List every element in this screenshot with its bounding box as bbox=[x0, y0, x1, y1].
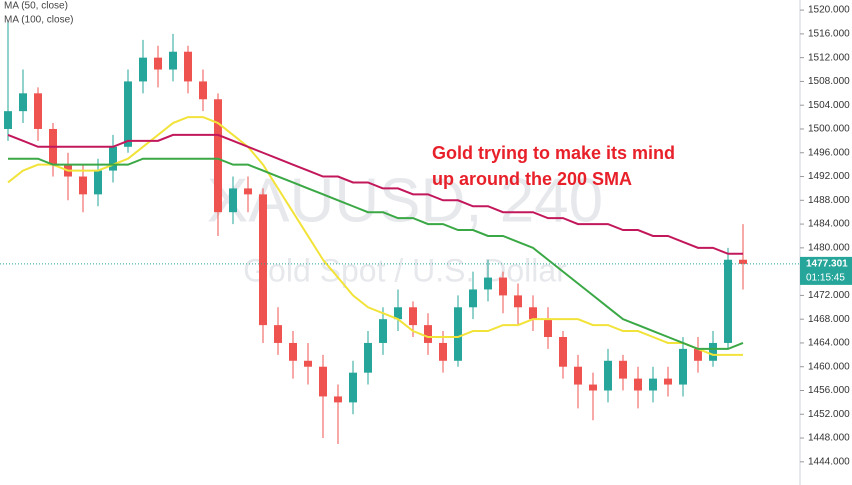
annotation: up around the 200 SMA bbox=[432, 169, 632, 189]
candle-body bbox=[139, 57, 147, 82]
candle-body bbox=[184, 51, 192, 82]
candle-body bbox=[574, 366, 582, 385]
candle-body bbox=[634, 378, 642, 391]
candle-body bbox=[334, 396, 342, 403]
candle-body bbox=[154, 57, 162, 70]
candle-body bbox=[319, 366, 327, 397]
candle-body bbox=[109, 146, 117, 171]
y-tick-label: 1448.000 bbox=[808, 433, 850, 444]
candle-body bbox=[229, 188, 237, 213]
last-price-box bbox=[800, 256, 852, 285]
candle-body bbox=[454, 307, 462, 361]
y-tick-label: 1504.000 bbox=[808, 100, 850, 111]
candle-body bbox=[529, 307, 537, 320]
moving-average-line bbox=[7, 133, 743, 255]
candle-body bbox=[124, 81, 132, 147]
candle-body bbox=[349, 372, 357, 403]
candle-body bbox=[34, 93, 42, 129]
candle-body bbox=[304, 360, 312, 367]
moving-average-line bbox=[7, 116, 743, 356]
candle-body bbox=[364, 342, 372, 373]
y-tick-label: 1512.000 bbox=[808, 52, 850, 63]
watermark: XAUUSD, 240 bbox=[207, 166, 603, 235]
candle-body bbox=[709, 342, 717, 361]
candle-body bbox=[604, 360, 612, 391]
candle-body bbox=[394, 307, 402, 320]
y-tick-label: 1452.000 bbox=[808, 409, 850, 420]
legend-entry: MA (50, close) bbox=[4, 1, 68, 12]
candle-body bbox=[4, 111, 12, 129]
candle-body bbox=[724, 259, 732, 343]
candle-body bbox=[379, 319, 387, 343]
candle-body bbox=[79, 176, 87, 195]
y-tick-label: 1500.000 bbox=[808, 124, 850, 135]
candle-body bbox=[259, 194, 267, 326]
countdown-label: 01:15:45 bbox=[806, 273, 845, 284]
y-tick-label: 1460.000 bbox=[808, 361, 850, 372]
y-tick-label: 1456.000 bbox=[808, 385, 850, 396]
candle-body bbox=[484, 277, 492, 290]
candle-body bbox=[679, 348, 687, 385]
y-tick-label: 1488.000 bbox=[808, 195, 850, 206]
y-tick-label: 1508.000 bbox=[808, 76, 850, 87]
last-price-label: 1477.301 bbox=[806, 259, 848, 270]
legend-entry: MA (100, close) bbox=[4, 15, 73, 26]
candle-body bbox=[739, 259, 747, 264]
y-tick-label: 1464.000 bbox=[808, 338, 850, 349]
candle-body bbox=[199, 81, 207, 100]
candle-body bbox=[94, 170, 102, 195]
candle-body bbox=[469, 289, 477, 308]
y-tick-label: 1472.000 bbox=[808, 290, 850, 301]
candle-body bbox=[274, 325, 282, 343]
candle-body bbox=[19, 93, 27, 112]
y-tick-label: 1484.000 bbox=[808, 219, 850, 230]
candle-body bbox=[289, 342, 297, 361]
candle-body bbox=[424, 325, 432, 343]
candle-body bbox=[664, 378, 672, 385]
candle-body bbox=[409, 307, 417, 326]
y-tick-label: 1468.000 bbox=[808, 314, 850, 325]
candle-body bbox=[619, 360, 627, 379]
candle-body bbox=[544, 319, 552, 338]
candle-body bbox=[694, 348, 702, 361]
moving-average-line bbox=[8, 157, 744, 350]
candle-body bbox=[169, 51, 177, 70]
candle-body bbox=[649, 378, 657, 391]
y-tick-label: 1516.000 bbox=[808, 29, 850, 40]
candle-body bbox=[499, 277, 507, 296]
candle-body bbox=[514, 295, 522, 308]
candle-body bbox=[589, 384, 597, 391]
annotation: Gold trying to make its mind bbox=[432, 143, 675, 163]
candle-body bbox=[439, 342, 447, 361]
y-tick-label: 1492.000 bbox=[808, 171, 850, 182]
watermark-subtitle: Gold Spot / U.S. Dollar bbox=[243, 252, 567, 288]
candle-body bbox=[214, 99, 222, 213]
y-tick-label: 1480.000 bbox=[808, 242, 850, 253]
candle-body bbox=[559, 337, 567, 367]
y-tick-label: 1444.000 bbox=[808, 456, 850, 467]
y-tick-label: 1520.000 bbox=[808, 5, 850, 16]
y-tick-label: 1496.000 bbox=[808, 147, 850, 158]
candle-body bbox=[244, 188, 252, 195]
